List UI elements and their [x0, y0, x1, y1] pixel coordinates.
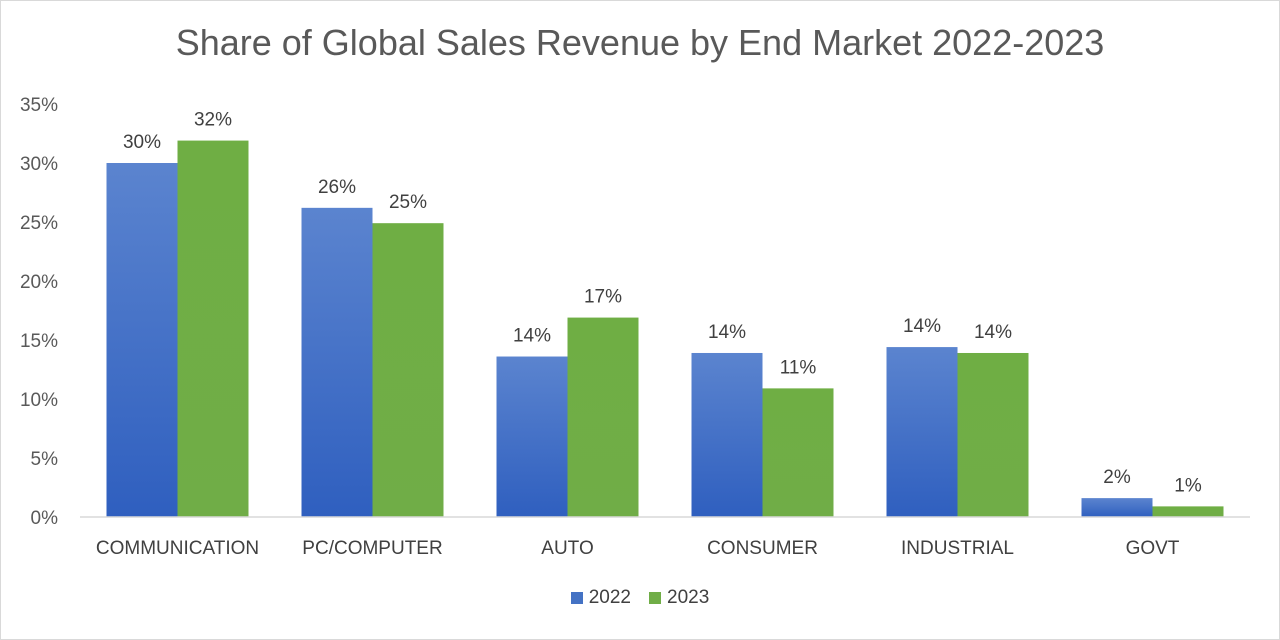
bar-2023-consumer[interactable]: [762, 388, 834, 517]
y-tick-label: 15%: [20, 331, 58, 352]
data-label: 14%: [903, 316, 941, 337]
y-axis-ticks: 0% 5% 10% 15% 20% 25% 30% 35%: [20, 95, 58, 529]
bar-2022-govt[interactable]: [1081, 498, 1153, 517]
legend-item-2023[interactable]: 2023: [649, 587, 709, 609]
data-label: 30%: [123, 132, 161, 153]
data-label: 1%: [1174, 475, 1202, 496]
bar-2022-consumer[interactable]: [691, 352, 763, 517]
bar-2022-communication[interactable]: [106, 163, 178, 517]
category-label: GOVT: [1126, 538, 1180, 559]
data-label: 26%: [318, 177, 356, 198]
category-label: CONSUMER: [707, 538, 818, 559]
y-tick-label: 10%: [20, 390, 58, 411]
y-tick-label: 5%: [31, 449, 59, 470]
category-label: INDUSTRIAL: [901, 538, 1014, 559]
bar-2023-govt[interactable]: [1152, 506, 1224, 517]
legend-swatch-2022: [570, 592, 583, 604]
bar-2023-auto[interactable]: [567, 317, 639, 517]
y-tick-label: 0%: [31, 508, 59, 529]
y-tick-label: 25%: [20, 213, 58, 234]
data-label: 14%: [708, 322, 746, 343]
data-label: 14%: [513, 326, 551, 347]
bar-2023-pc-computer[interactable]: [372, 223, 444, 517]
data-label: 11%: [780, 357, 817, 378]
legend-label-2022: 2022: [588, 587, 631, 608]
data-label: 32%: [194, 110, 232, 131]
bars-group: [106, 140, 1224, 517]
bar-2022-pc-computer[interactable]: [301, 207, 373, 517]
chart-title: Share of Global Sales Revenue by End Mar…: [175, 22, 1105, 63]
legend-label-2023: 2023: [667, 587, 710, 608]
y-tick-label: 30%: [20, 154, 58, 175]
legend-item-2022[interactable]: 2022: [570, 587, 631, 609]
legend: 2022 2023: [0, 587, 1280, 609]
category-labels: COMMUNICATION PC/COMPUTER AUTO CONSUMER INDU…: [96, 538, 1180, 559]
data-label: 2%: [1103, 467, 1131, 488]
bar-2023-communication[interactable]: [177, 140, 249, 517]
category-label: PC/COMPUTER: [302, 538, 442, 559]
bar-2022-industrial[interactable]: [886, 347, 958, 517]
bar-2023-industrial[interactable]: [957, 352, 1029, 517]
category-label: AUTO: [541, 538, 593, 559]
y-tick-label: 35%: [20, 95, 58, 116]
category-label: COMMUNICATION: [96, 538, 259, 559]
data-label: 14%: [974, 322, 1012, 343]
data-label: 17%: [584, 287, 622, 308]
legend-swatch-2023: [649, 592, 661, 604]
data-labels: 30% 32% 26% 25% 14% 17% 14% 11% 14% 14% 2% 1%: [123, 110, 1202, 497]
y-tick-label: 20%: [20, 272, 58, 293]
data-label: 25%: [389, 192, 427, 213]
bar-2022-auto[interactable]: [496, 356, 568, 517]
